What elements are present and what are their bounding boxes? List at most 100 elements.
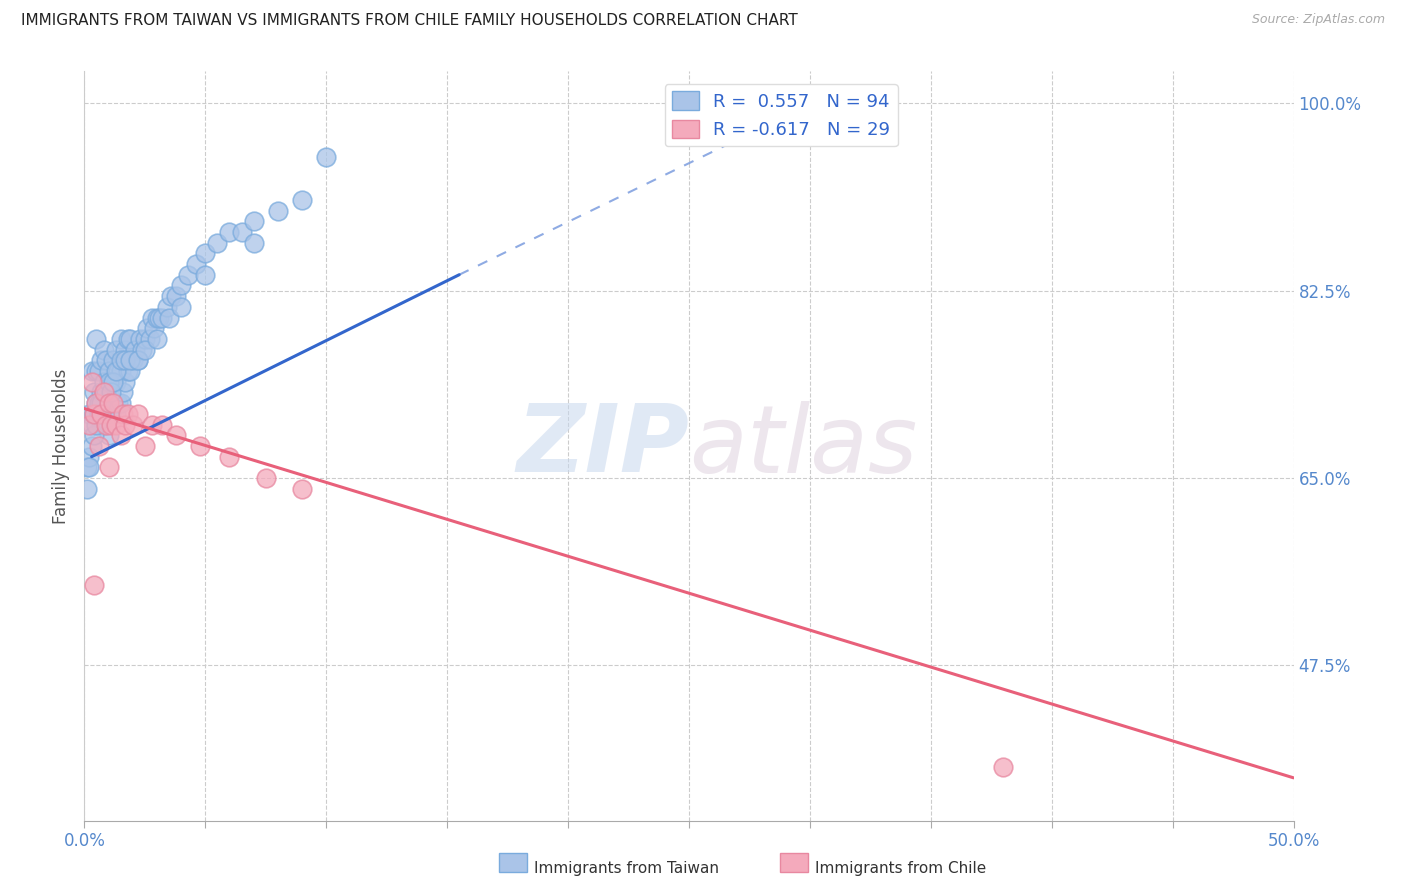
Legend: R =  0.557   N = 94, R = -0.617   N = 29: R = 0.557 N = 94, R = -0.617 N = 29 <box>665 84 897 146</box>
Point <box>117 407 139 421</box>
Point <box>83 385 105 400</box>
Point <box>77 407 100 421</box>
Point <box>291 482 314 496</box>
Point <box>120 353 142 368</box>
Point <box>97 396 120 410</box>
Point <box>114 417 136 432</box>
Point <box>104 364 127 378</box>
Point <box>121 353 143 368</box>
Point <box>127 353 149 368</box>
Point <box>100 417 122 432</box>
Point <box>94 385 117 400</box>
Point <box>90 407 112 421</box>
Point <box>93 385 115 400</box>
Point <box>138 332 160 346</box>
Point <box>218 225 240 239</box>
Point <box>90 385 112 400</box>
Text: ZIP: ZIP <box>516 400 689 492</box>
Point <box>110 353 132 368</box>
Point <box>117 364 139 378</box>
Point <box>134 439 156 453</box>
Point <box>146 310 169 325</box>
Point <box>315 150 337 164</box>
Point <box>291 193 314 207</box>
Text: Source: ZipAtlas.com: Source: ZipAtlas.com <box>1251 13 1385 27</box>
Point <box>150 417 173 432</box>
Point <box>104 375 127 389</box>
Text: Immigrants from Chile: Immigrants from Chile <box>815 861 987 876</box>
Point <box>170 278 193 293</box>
Point <box>104 407 127 421</box>
Point <box>141 310 163 325</box>
Point <box>100 407 122 421</box>
Point <box>114 343 136 357</box>
Point <box>190 439 212 453</box>
Point <box>146 332 169 346</box>
Point <box>107 364 129 378</box>
Point <box>120 364 142 378</box>
Point <box>155 300 177 314</box>
Point <box>93 375 115 389</box>
Point <box>77 450 100 464</box>
Point <box>87 364 110 378</box>
Point <box>110 364 132 378</box>
Point <box>231 225 253 239</box>
Point <box>90 417 112 432</box>
Point <box>100 375 122 389</box>
Point <box>165 428 187 442</box>
Point <box>97 375 120 389</box>
Point <box>94 353 117 368</box>
Point <box>80 417 103 432</box>
Point <box>100 385 122 400</box>
Point <box>136 321 159 335</box>
Point <box>242 235 264 250</box>
Point <box>127 407 149 421</box>
Point <box>90 396 112 410</box>
Point <box>129 332 152 346</box>
Point <box>160 289 183 303</box>
Point <box>83 578 105 592</box>
Point <box>110 396 132 410</box>
Point <box>194 246 217 260</box>
Point <box>242 214 264 228</box>
Point <box>86 396 108 410</box>
Point <box>83 428 105 442</box>
Point <box>103 396 125 410</box>
Point <box>104 417 127 432</box>
Point <box>104 343 127 357</box>
Point <box>112 407 135 421</box>
Point <box>97 460 120 475</box>
Point <box>83 407 105 421</box>
Point <box>97 396 120 410</box>
Point <box>141 417 163 432</box>
Point <box>86 396 108 410</box>
Point <box>76 460 98 475</box>
Y-axis label: Family Households: Family Households <box>52 368 70 524</box>
Point <box>93 417 115 432</box>
Point <box>83 407 105 421</box>
Point <box>110 428 132 442</box>
Point <box>77 417 100 432</box>
Text: atlas: atlas <box>689 401 917 491</box>
Point <box>97 364 120 378</box>
Point <box>143 321 166 335</box>
Point <box>107 396 129 410</box>
Point <box>157 310 180 325</box>
Point <box>184 257 207 271</box>
Point <box>114 353 136 368</box>
Point <box>170 300 193 314</box>
Point <box>80 375 103 389</box>
Point <box>254 471 277 485</box>
Point <box>267 203 290 218</box>
Point <box>103 396 125 410</box>
Point <box>131 343 153 357</box>
Point <box>103 375 125 389</box>
Point <box>87 407 110 421</box>
Point <box>150 310 173 325</box>
Point <box>94 417 117 432</box>
Point <box>86 364 108 378</box>
Point <box>218 450 240 464</box>
Point <box>80 439 103 453</box>
Point <box>110 332 132 346</box>
Point <box>112 385 135 400</box>
